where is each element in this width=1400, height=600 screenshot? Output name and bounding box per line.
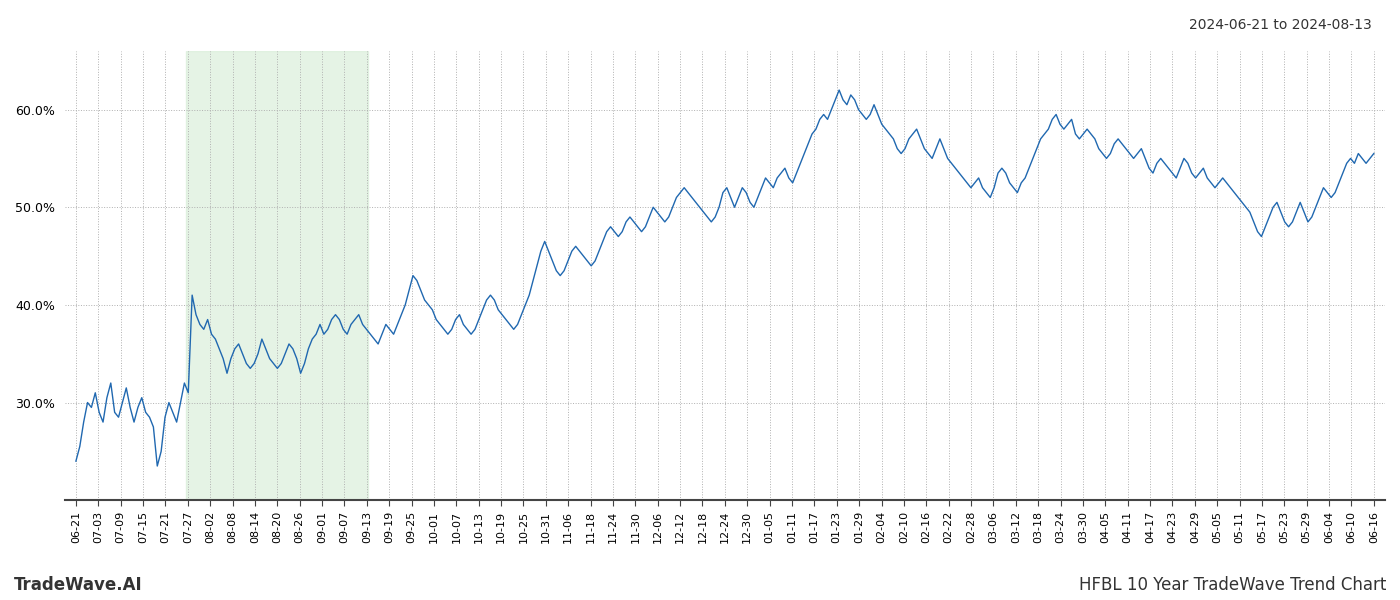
Text: 2024-06-21 to 2024-08-13: 2024-06-21 to 2024-08-13	[1189, 18, 1372, 32]
Bar	[186, 51, 368, 500]
Text: HFBL 10 Year TradeWave Trend Chart: HFBL 10 Year TradeWave Trend Chart	[1078, 576, 1386, 594]
Text: TradeWave.AI: TradeWave.AI	[14, 576, 143, 594]
